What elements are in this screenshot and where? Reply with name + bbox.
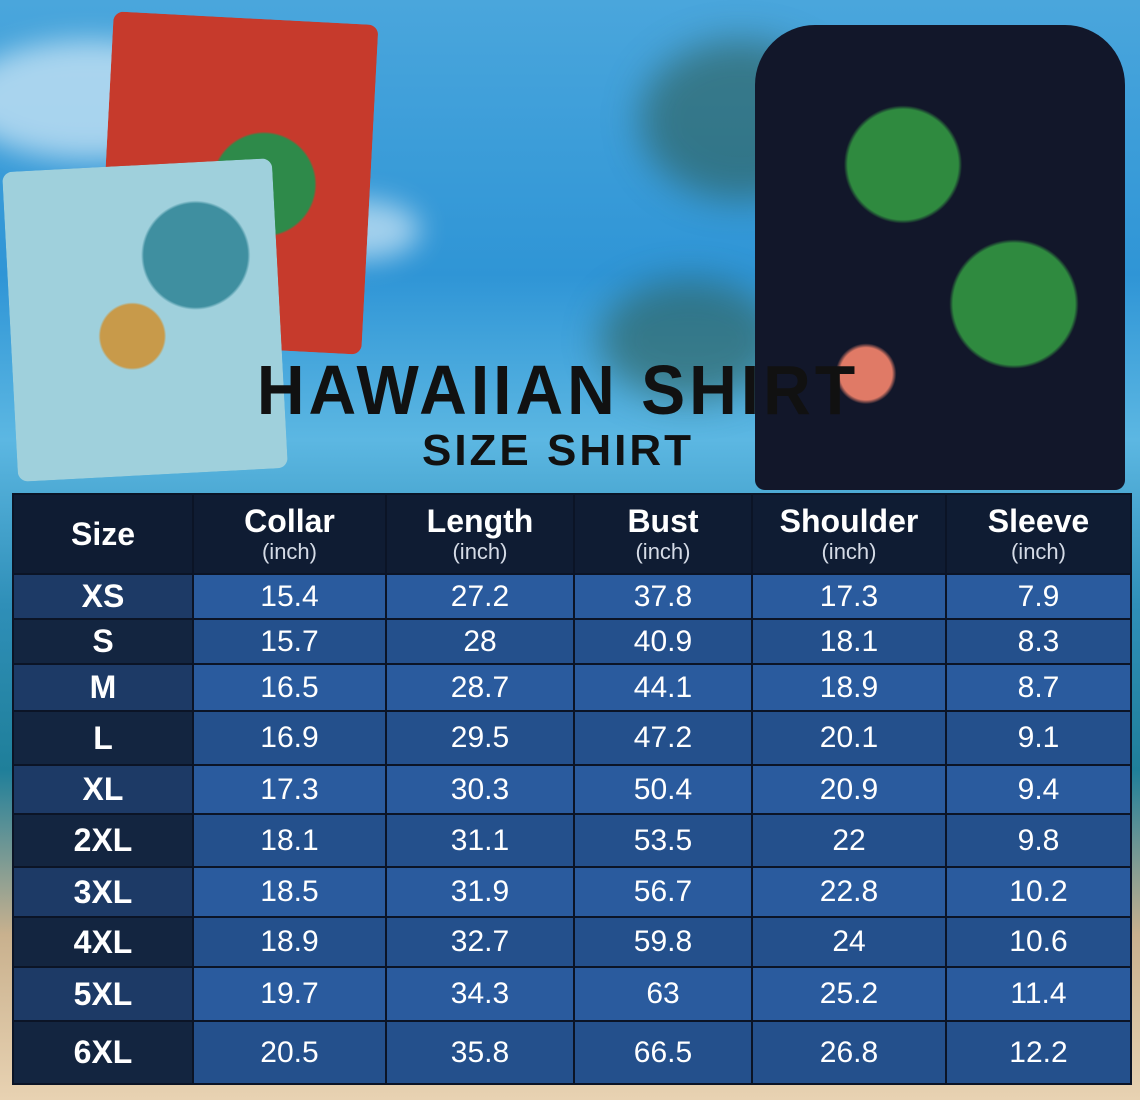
table-cell: 40.9: [573, 618, 753, 665]
table-cell: 20.9: [751, 764, 947, 815]
table-cell: 18.9: [192, 916, 387, 968]
table-cell: 19.7: [192, 966, 387, 1022]
table-cell: 9.8: [945, 813, 1132, 868]
table-row: M 16.5 28.7 44.1 18.9 8.7: [12, 663, 1132, 712]
table-cell: 9.4: [945, 764, 1132, 815]
column-header-unit: (inch): [821, 539, 877, 564]
table-cell: 37.8: [573, 573, 753, 620]
table-cell: 17.3: [751, 573, 947, 620]
table-cell: 53.5: [573, 813, 753, 868]
table-row: XS 15.4 27.2 37.8 17.3 7.9: [12, 573, 1132, 620]
column-header-length: Length (inch): [385, 493, 575, 575]
table-cell: 9.1: [945, 710, 1132, 766]
size-cell: 4XL: [12, 916, 194, 968]
table-cell: 63: [573, 966, 753, 1022]
table-cell: 16.5: [192, 663, 387, 712]
table-row: S 15.7 28 40.9 18.1 8.3: [12, 618, 1132, 665]
table-header-row: Size Collar (inch) Length (inch) Bust (inch) Sh…: [12, 493, 1132, 575]
table-cell: 20.1: [751, 710, 947, 766]
table-cell: 22.8: [751, 866, 947, 918]
table-cell: 56.7: [573, 866, 753, 918]
table-row: 4XL 18.9 32.7 59.8 24 10.6: [12, 916, 1132, 968]
size-cell: 6XL: [12, 1020, 194, 1085]
table-row: 3XL 18.5 31.9 56.7 22.8 10.2: [12, 866, 1132, 918]
table-cell: 12.2: [945, 1020, 1132, 1085]
table-cell: 8.3: [945, 618, 1132, 665]
table-cell: 18.1: [192, 813, 387, 868]
table-cell: 47.2: [573, 710, 753, 766]
column-header-label: Bust: [627, 503, 699, 539]
column-header-unit: (inch): [261, 539, 317, 564]
table-cell: 66.5: [573, 1020, 753, 1085]
model-flamingo-shirt-image: [755, 25, 1125, 490]
page-subtitle: SIZE SHIRT: [421, 426, 695, 475]
column-header-label: Size: [70, 516, 136, 552]
column-header-unit: (inch): [635, 539, 691, 564]
table-cell: 24: [751, 916, 947, 968]
table-cell: 18.5: [192, 866, 387, 918]
table-cell: 27.2: [385, 573, 575, 620]
size-cell: XL: [12, 764, 194, 815]
table-cell: 29.5: [385, 710, 575, 766]
size-cell: 2XL: [12, 813, 194, 868]
table-cell: 32.7: [385, 916, 575, 968]
table-cell: 31.1: [385, 813, 575, 868]
table-cell: 15.7: [192, 618, 387, 665]
background-palm: [600, 280, 780, 400]
column-header-label: Sleeve: [987, 503, 1090, 539]
table-cell: 26.8: [751, 1020, 947, 1085]
table-cell: 10.6: [945, 916, 1132, 968]
table-cell: 50.4: [573, 764, 753, 815]
table-cell: 18.9: [751, 663, 947, 712]
column-header-label: Collar: [244, 503, 335, 539]
size-cell: S: [12, 618, 194, 665]
table-cell: 44.1: [573, 663, 753, 712]
table-cell: 16.9: [192, 710, 387, 766]
column-header-collar: Collar (inch): [192, 493, 387, 575]
table-cell: 20.5: [192, 1020, 387, 1085]
table-row: XL 17.3 30.3 50.4 20.9 9.4: [12, 764, 1132, 815]
table-cell: 7.9: [945, 573, 1132, 620]
table-row: L 16.9 29.5 47.2 20.1 9.1: [12, 710, 1132, 766]
table-cell: 18.1: [751, 618, 947, 665]
table-cell: 22: [751, 813, 947, 868]
table-cell: 17.3: [192, 764, 387, 815]
column-header-label: Length: [426, 503, 534, 539]
table-cell: 30.3: [385, 764, 575, 815]
column-header-sleeve: Sleeve (inch): [945, 493, 1132, 575]
table-cell: 35.8: [385, 1020, 575, 1085]
size-cell: 5XL: [12, 966, 194, 1022]
table-cell: 11.4: [945, 966, 1132, 1022]
column-header-size: Size: [12, 493, 194, 575]
table-row: 6XL 20.5 35.8 66.5 26.8 12.2: [12, 1020, 1132, 1085]
table-cell: 31.9: [385, 866, 575, 918]
table-cell: 25.2: [751, 966, 947, 1022]
column-header-unit: (inch): [452, 539, 508, 564]
column-header-bust: Bust (inch): [573, 493, 753, 575]
table-cell: 59.8: [573, 916, 753, 968]
table-cell: 28.7: [385, 663, 575, 712]
page-title: HAWAIIAN SHIRT: [256, 351, 860, 429]
table-cell: 28: [385, 618, 575, 665]
table-cell: 10.2: [945, 866, 1132, 918]
size-table: Size Collar (inch) Length (inch) Bust (inch) Sh…: [12, 493, 1132, 1085]
table-cell: 34.3: [385, 966, 575, 1022]
table-cell: 8.7: [945, 663, 1132, 712]
table-row: 5XL 19.7 34.3 63 25.2 11.4: [12, 966, 1132, 1022]
table-cell: 15.4: [192, 573, 387, 620]
size-cell: 3XL: [12, 866, 194, 918]
size-cell: XS: [12, 573, 194, 620]
size-cell: M: [12, 663, 194, 712]
column-header-label: Shoulder: [779, 503, 919, 539]
column-header-shoulder: Shoulder (inch): [751, 493, 947, 575]
size-cell: L: [12, 710, 194, 766]
column-header-unit: (inch): [1010, 539, 1066, 564]
table-row: 2XL 18.1 31.1 53.5 22 9.8: [12, 813, 1132, 868]
